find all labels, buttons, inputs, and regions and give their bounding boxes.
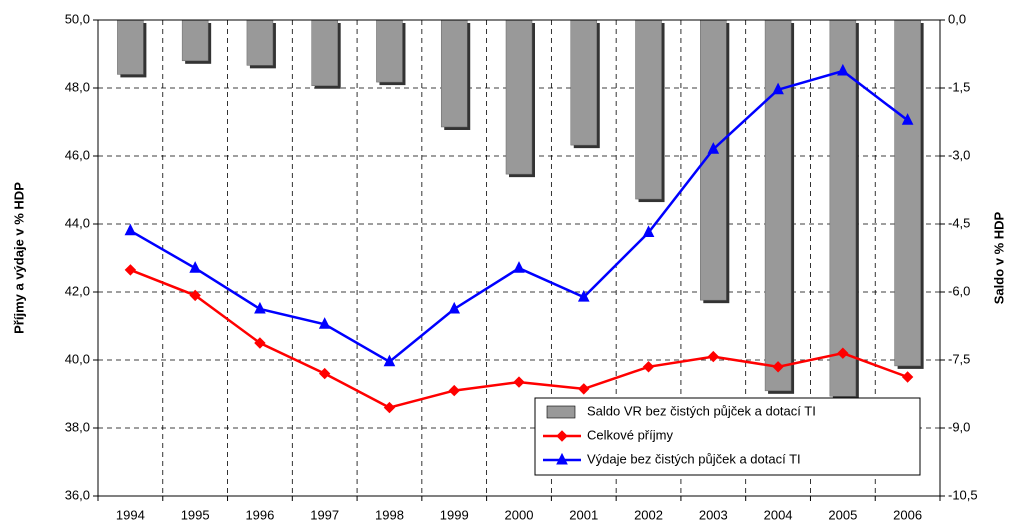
y-tick-label: 36,0 — [65, 487, 90, 502]
point — [577, 289, 590, 302]
point — [189, 289, 201, 302]
y2-tick-label: -4,5 — [948, 215, 970, 230]
legend-swatch — [546, 405, 576, 419]
bar — [635, 19, 662, 200]
legend-marker — [556, 430, 568, 442]
y-axis-title: Příjmy a výdaje v % HDP — [11, 182, 26, 334]
point — [383, 401, 396, 414]
legend-label: Výdaje bez čistých půjček a dotací TI — [587, 451, 801, 466]
point — [772, 361, 784, 373]
y2-tick-label: -9,0 — [948, 419, 970, 434]
bar — [505, 19, 533, 175]
point — [254, 301, 266, 314]
point — [318, 317, 331, 329]
x-tick-label: 1994 — [116, 507, 145, 522]
point — [642, 361, 655, 373]
bar — [829, 19, 857, 397]
x-tick-label: 2002 — [634, 507, 663, 522]
x-tick-label: 2004 — [764, 507, 793, 522]
x-tick-label: 1997 — [310, 507, 339, 522]
y2-tick-label: -10,5 — [948, 487, 978, 502]
y-tick-label: 42,0 — [65, 283, 90, 298]
x-tick-label: 2001 — [569, 507, 598, 522]
point — [772, 82, 784, 95]
bar — [764, 19, 792, 392]
x-tick-label: 2003 — [699, 507, 728, 522]
y2-tick-label: 0,0 — [948, 11, 966, 26]
point — [513, 376, 525, 388]
legend-marker — [556, 452, 568, 465]
y-tick-label: 44,0 — [65, 215, 90, 230]
point — [901, 113, 914, 125]
bar — [311, 19, 338, 86]
point — [901, 371, 914, 383]
x-tick-label: 1995 — [181, 507, 210, 522]
point — [578, 383, 590, 395]
x-tick-label: 2000 — [505, 507, 534, 522]
point — [448, 384, 460, 397]
y-tick-label: 50,0 — [65, 11, 90, 26]
y-tick-label: 40,0 — [65, 351, 90, 366]
x-tick-label: 1999 — [440, 507, 469, 522]
point — [707, 142, 720, 154]
y-tick-label: 46,0 — [65, 147, 90, 162]
point — [513, 261, 525, 273]
x-tick-label: 2006 — [893, 507, 922, 522]
point — [837, 63, 849, 76]
y2-tick-label: -1,5 — [948, 79, 970, 94]
bar — [246, 19, 274, 66]
point — [837, 347, 849, 359]
point — [124, 223, 137, 236]
point — [707, 350, 720, 363]
bar — [440, 19, 468, 128]
point — [124, 264, 137, 276]
y2-tick-label: -6,0 — [948, 283, 970, 298]
bar — [117, 19, 144, 75]
bar — [376, 19, 403, 83]
point — [189, 261, 201, 273]
point — [448, 301, 461, 314]
legend-label: Celkové příjmy — [587, 427, 673, 442]
plot-frame — [97, 19, 941, 497]
point — [254, 337, 266, 349]
x-tick-label: 2005 — [828, 507, 857, 522]
point — [383, 354, 396, 367]
y-tick-label: 38,0 — [65, 419, 90, 434]
x-tick-label: 1998 — [375, 507, 404, 522]
y2-axis-title: Saldo v % HDP — [991, 211, 1006, 304]
point — [642, 225, 655, 237]
legend-box — [534, 397, 921, 476]
bar — [894, 19, 921, 367]
y2-tick-label: -3,0 — [948, 147, 970, 162]
bar — [181, 19, 209, 62]
y-tick-label: 48,0 — [65, 79, 90, 94]
point — [318, 367, 331, 380]
bar — [570, 19, 598, 146]
legend-label: Saldo VR bez čistých půjček a dotací TI — [587, 403, 816, 418]
y2-tick-label: -7,5 — [948, 351, 970, 366]
x-tick-label: 1996 — [245, 507, 274, 522]
